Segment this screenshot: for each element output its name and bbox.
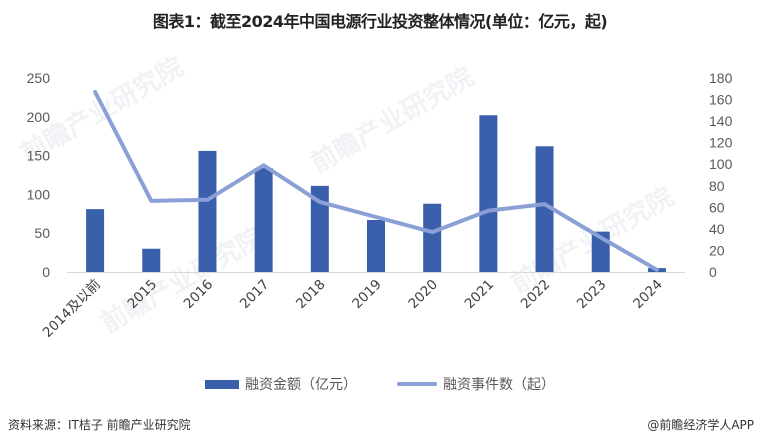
bar — [479, 115, 498, 272]
y-right-tick: 140 — [709, 113, 733, 129]
bar — [86, 209, 105, 272]
legend-item-bar: 融资金额（亿元） — [205, 374, 357, 394]
y-left-tick: 250 — [27, 70, 51, 86]
y-left-tick: 50 — [34, 225, 50, 241]
x-tick-label: 2015 — [124, 277, 160, 313]
legend: 融资金额（亿元） 融资事件数（起） — [0, 374, 760, 394]
bar — [367, 220, 385, 272]
x-tick-label: 2024 — [630, 277, 666, 313]
y-right-tick: 100 — [709, 156, 733, 172]
bar-swatch-icon — [205, 379, 239, 389]
x-tick-label: 2023 — [574, 277, 610, 313]
y-right-tick: 60 — [709, 199, 725, 215]
y-right-tick: 80 — [709, 178, 725, 194]
source-note: 资料来源：IT桔子 前瞻产业研究院 — [8, 418, 191, 432]
y-right-tick: 20 — [709, 242, 725, 258]
x-tick-label: 2020 — [405, 277, 441, 313]
bar — [142, 248, 161, 272]
y-right-tick: 180 — [709, 70, 733, 86]
chart-title: 图表1：截至2024年中国电源行业投资整体情况(单位：亿元，起) — [152, 12, 608, 31]
bar — [423, 203, 442, 272]
bar — [198, 150, 217, 272]
y-left-tick: 100 — [27, 186, 51, 202]
x-tick-label: 2017 — [237, 277, 273, 313]
y-right-tick: 40 — [709, 221, 725, 237]
legend-bar-label: 融资金额（亿元） — [245, 377, 357, 393]
x-tick-label: 2022 — [518, 277, 554, 313]
legend-line-label: 融资事件数（起） — [443, 377, 555, 393]
y-left-tick: 150 — [27, 148, 51, 164]
y-left-tick: 0 — [42, 264, 50, 280]
legend-item-line: 融资事件数（起） — [397, 374, 555, 394]
y-right-tick: 120 — [709, 135, 733, 151]
line-swatch-icon — [397, 382, 437, 386]
y-right-tick: 0 — [709, 264, 717, 280]
x-tick-label: 2014及以前 — [39, 276, 104, 341]
x-tick-label: 2018 — [293, 277, 329, 313]
x-tick-label: 2016 — [181, 277, 217, 313]
bar — [254, 168, 273, 272]
bar — [535, 146, 554, 272]
line-series — [93, 90, 659, 272]
y-right-tick: 160 — [709, 92, 733, 108]
combo-chart: 0 50 100 150 200 250 0 20 40 60 80 100 120 140 160 180 2… — [27, 70, 733, 341]
bar — [310, 185, 329, 272]
credit-note: @前瞻经济学人APP — [647, 418, 754, 432]
x-tick-label: 2019 — [349, 277, 385, 313]
y-left-tick: 200 — [27, 109, 51, 125]
x-tick-label: 2021 — [462, 277, 498, 313]
